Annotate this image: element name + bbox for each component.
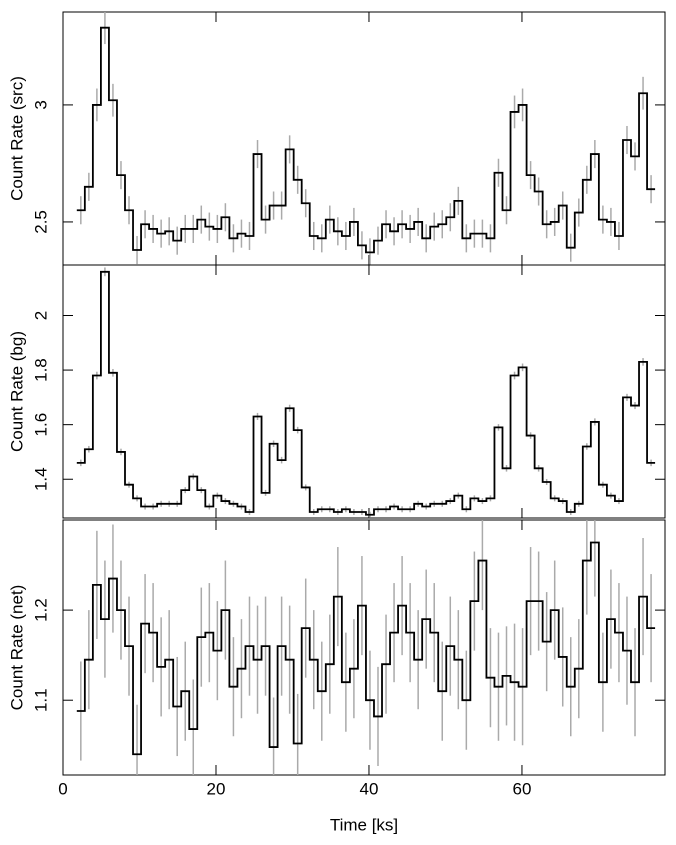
x-tick-label: 40 — [360, 779, 379, 798]
plot-frame — [62, 519, 666, 776]
x-tick-label: 60 — [512, 779, 531, 798]
step-line — [76, 541, 656, 756]
x-axis-label: Time [ks] — [330, 815, 398, 834]
y-axis-label: Count Rate (bg) — [7, 331, 26, 452]
y-axis-label: Count Rate (src) — [7, 76, 26, 201]
y-tick-label: 2.5 — [31, 210, 50, 234]
y-tick-label: 1.2 — [31, 598, 50, 622]
x-tick-label: 20 — [207, 779, 226, 798]
y-tick-label: 3 — [31, 100, 50, 109]
step-line — [76, 26, 656, 254]
y-axis-label: Count Rate (net) — [7, 585, 26, 711]
y-tick-label: 1.4 — [31, 467, 50, 491]
step-line — [76, 270, 656, 516]
y-tick-label: 1.1 — [31, 688, 50, 712]
y-tick-label: 2 — [31, 311, 50, 320]
x-tick-label: 0 — [58, 779, 67, 798]
y-tick-label: 1.6 — [31, 413, 50, 437]
plot-frame — [62, 264, 666, 519]
y-tick-label: 1.8 — [31, 358, 50, 382]
